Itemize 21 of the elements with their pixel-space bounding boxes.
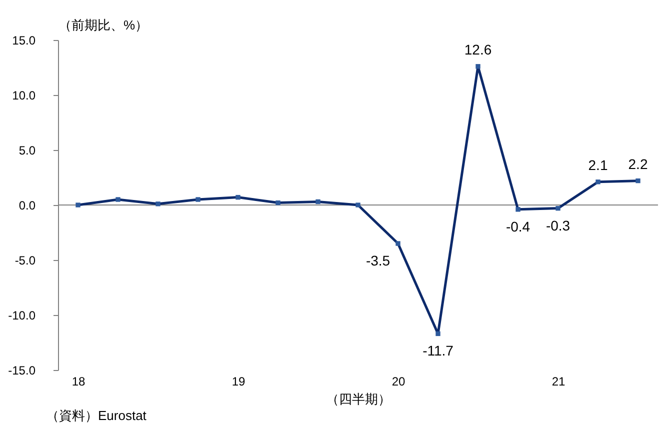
text: （資料）Eurostat xyxy=(46,408,147,423)
x-axis-title: （四半期） xyxy=(326,392,391,406)
data-label: -11.7 xyxy=(422,342,454,359)
data-label: 2.1 xyxy=(588,156,608,173)
data-label: -3.5 xyxy=(366,252,390,268)
x-tick-label: 19 xyxy=(232,374,246,388)
data-label: 2.2 xyxy=(628,156,648,172)
x-tick-label: 20 xyxy=(392,374,406,388)
data-label: -0.4 xyxy=(506,218,530,234)
y-tick-label: 15.0 xyxy=(12,34,36,48)
x-tick-label: 18 xyxy=(72,374,86,388)
y-axis-title: （前期比、%） xyxy=(58,18,148,32)
y-tick-label: 5.0 xyxy=(18,144,36,158)
data-label: 12.6 xyxy=(464,41,492,58)
y-tick-label: -10.0 xyxy=(8,308,36,322)
y-tick-label: 10.0 xyxy=(12,88,36,102)
x-tick-label: 21 xyxy=(552,374,566,388)
y-tick-label: -5.0 xyxy=(14,254,36,268)
y-tick-label: 0.0 xyxy=(18,198,36,212)
y-tick-label: -15.0 xyxy=(8,364,36,378)
data-label: -0.3 xyxy=(546,217,570,234)
